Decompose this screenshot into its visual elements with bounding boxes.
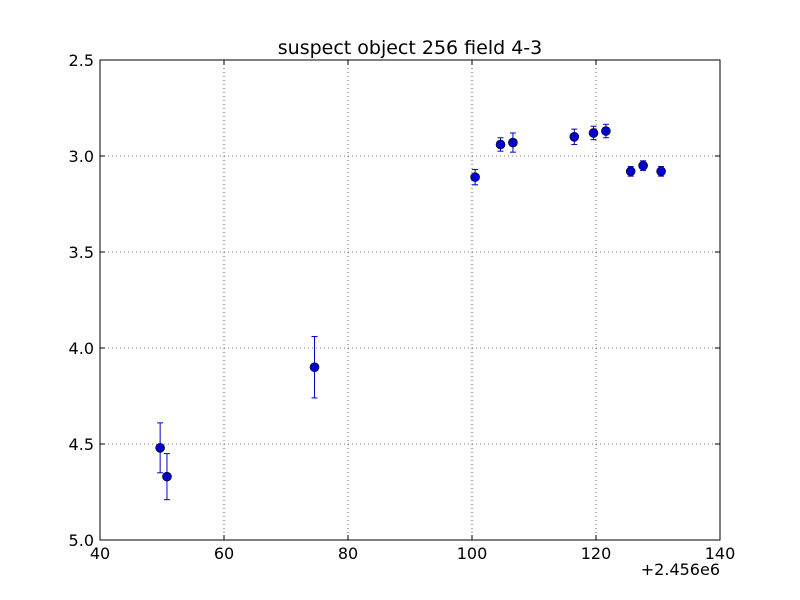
x-tick-label: 40 xyxy=(90,544,110,563)
data-point xyxy=(638,160,648,171)
data-marker xyxy=(495,139,506,150)
x-tick-label: 120 xyxy=(581,544,612,563)
data-point xyxy=(155,422,165,474)
axis-ticks: 40 60 80 100 120 140 2.5 3.0 3.5 4.0 4.5 5.0 xyxy=(69,51,736,563)
data-marker xyxy=(309,362,320,373)
data-points xyxy=(155,123,666,501)
data-marker xyxy=(569,132,580,142)
data-marker xyxy=(162,471,172,482)
data-point xyxy=(495,137,506,152)
y-tick-label: 4.0 xyxy=(69,339,94,358)
data-marker xyxy=(638,160,648,171)
data-marker xyxy=(625,166,636,177)
data-marker xyxy=(508,137,518,148)
data-point xyxy=(309,335,320,399)
x-axis-offset-label: +2.456e6 xyxy=(641,560,720,579)
y-tick-label: 3.5 xyxy=(69,243,94,262)
y-tick-label: 5.0 xyxy=(69,531,94,550)
grid xyxy=(100,60,720,540)
y-tick-label: 2.5 xyxy=(69,51,94,70)
data-point xyxy=(569,128,580,145)
x-tick-label: 80 xyxy=(338,544,358,563)
x-tick-label: 140 xyxy=(705,544,736,563)
data-marker xyxy=(470,172,480,182)
data-point xyxy=(601,123,611,139)
data-marker xyxy=(601,126,611,136)
plot-area xyxy=(99,59,721,541)
data-point xyxy=(162,453,172,501)
y-tick-label: 3.0 xyxy=(69,147,94,166)
chart-title: suspect object 256 field 4-3 xyxy=(278,37,543,59)
data-marker xyxy=(656,166,666,177)
x-tick-label: 100 xyxy=(457,544,488,563)
data-point xyxy=(588,125,599,141)
data-point xyxy=(470,168,480,186)
y-tick-label: 4.5 xyxy=(69,435,94,454)
data-point xyxy=(625,166,636,177)
data-marker xyxy=(155,443,165,453)
x-tick-label: 60 xyxy=(214,544,234,563)
data-marker xyxy=(588,128,599,138)
data-point xyxy=(656,166,666,177)
data-point xyxy=(508,132,518,153)
